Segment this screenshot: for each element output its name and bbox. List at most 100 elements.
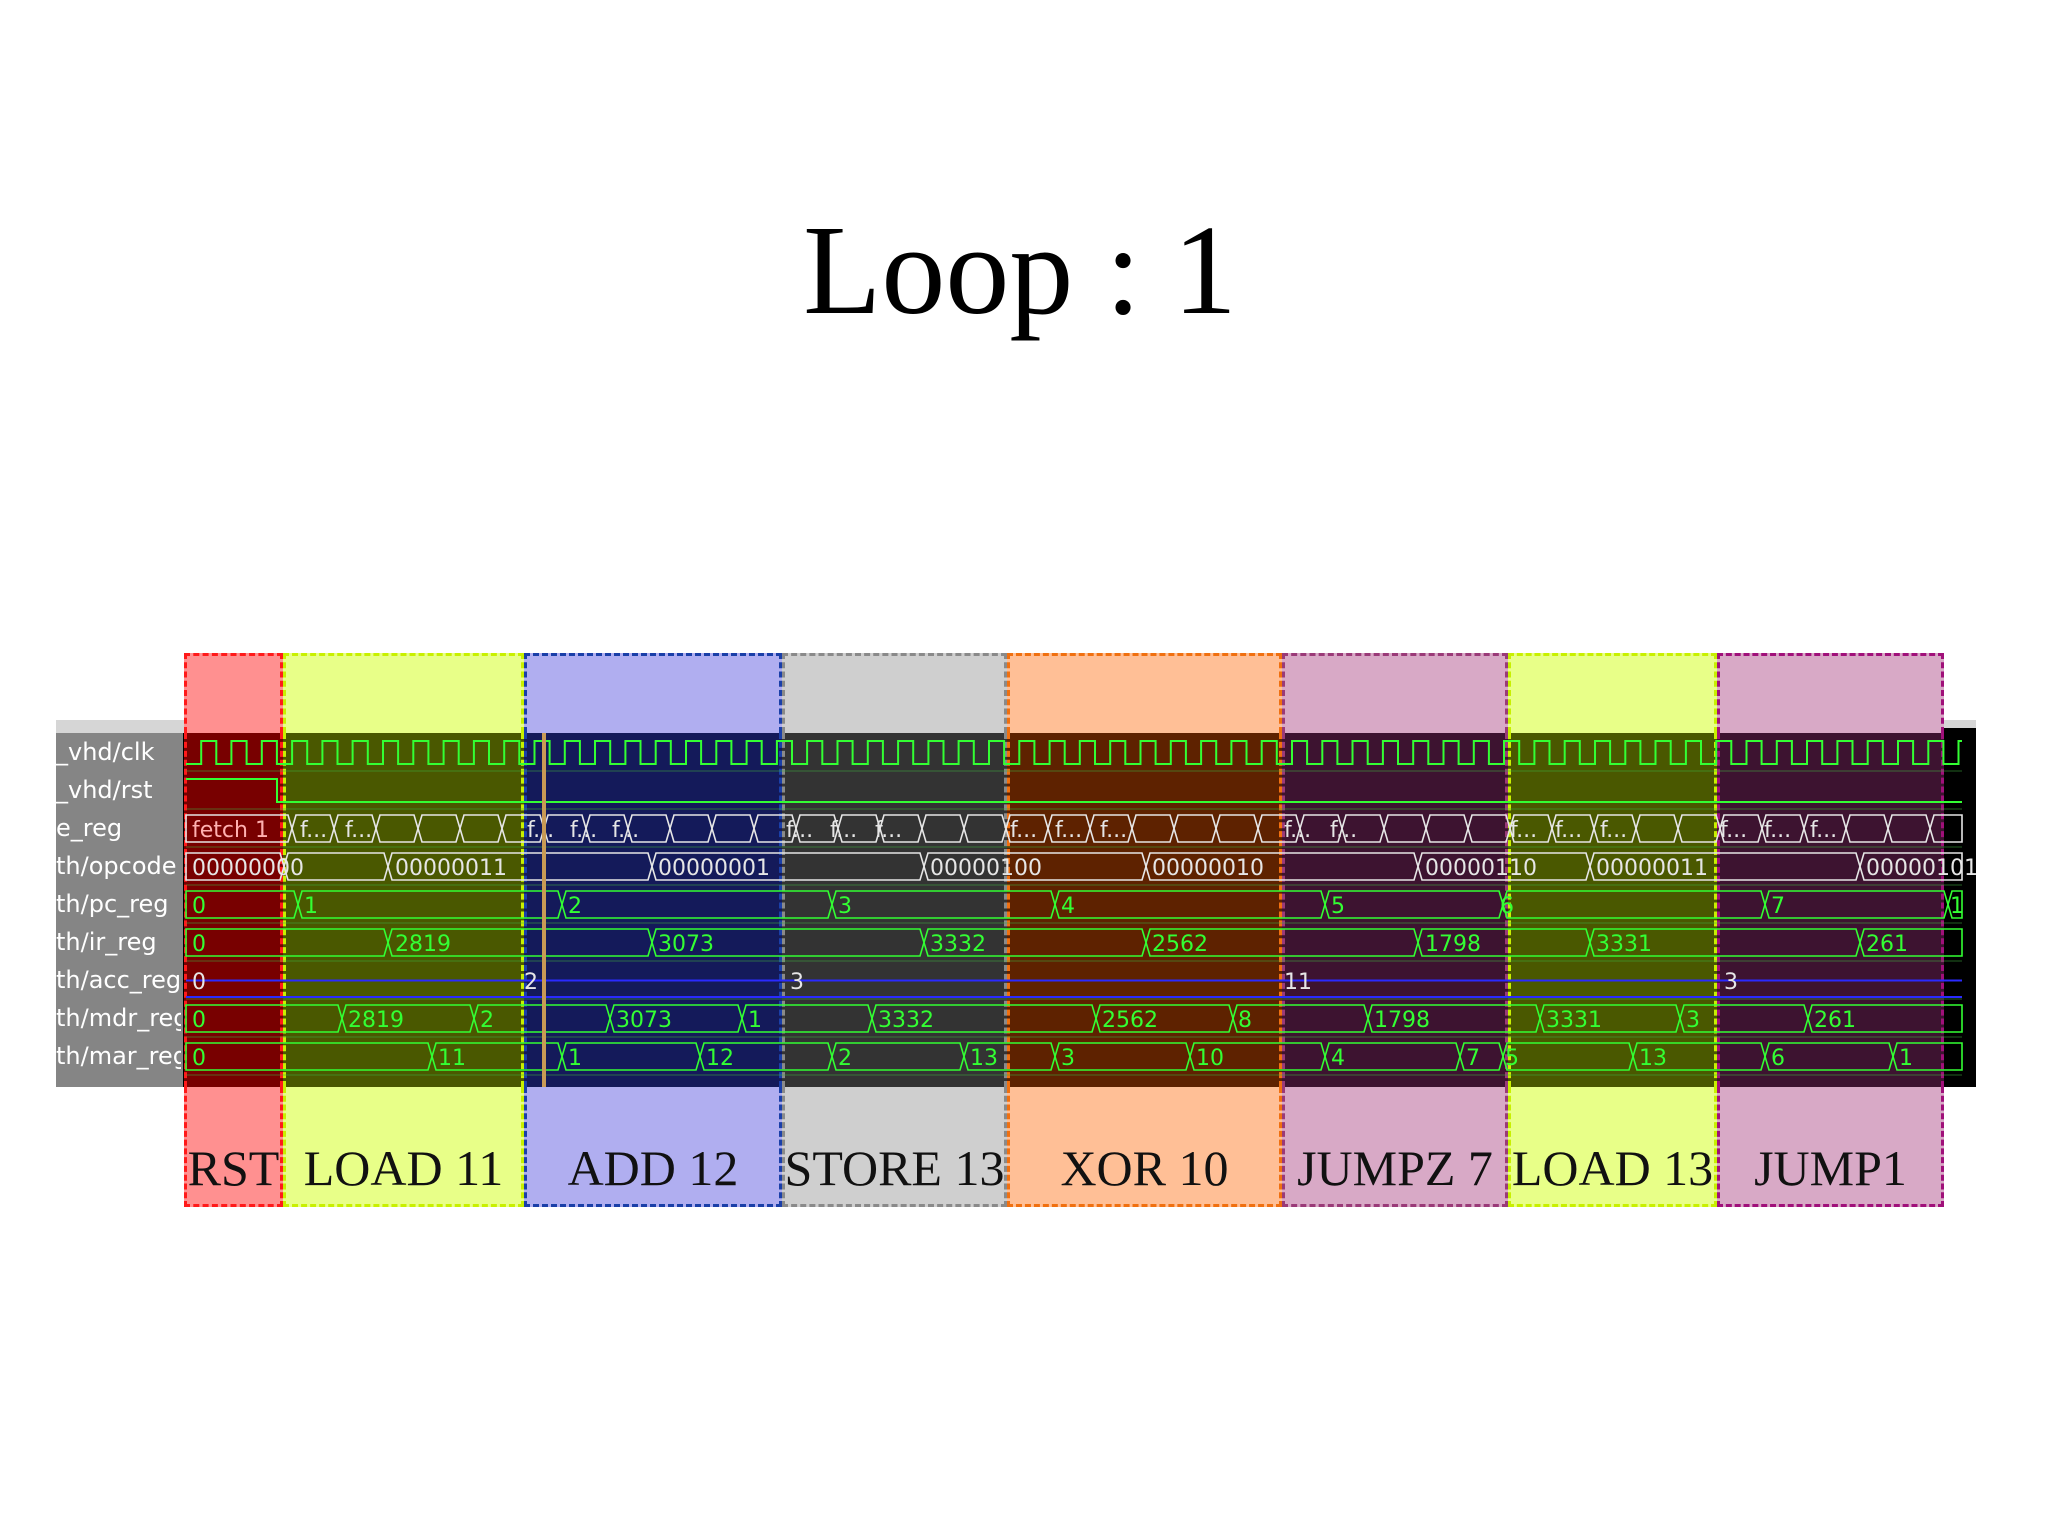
state-reg-segment: [1131, 814, 1175, 843]
mdr-value: 2: [480, 1008, 494, 1033]
column-footer-band: [1007, 1087, 1282, 1207]
state-reg-segment: [1677, 814, 1721, 843]
column-header-band: [1282, 653, 1508, 733]
opcode-value: 00000110: [1425, 856, 1537, 881]
state-value: f...: [1330, 818, 1357, 843]
column-wave-band: [1282, 733, 1508, 1087]
state-value: f...: [527, 818, 554, 843]
column-footer-band: [524, 1087, 782, 1207]
signal-label: th/acc_reg: [56, 966, 181, 994]
state-value: f...: [1100, 818, 1127, 843]
pc-bus-segment: [1764, 890, 1949, 919]
mar-value: 2: [838, 1046, 852, 1071]
mar-value: 7: [1466, 1046, 1480, 1071]
mar-value: 3: [1061, 1046, 1075, 1071]
mar-bus-segment: [185, 1042, 433, 1071]
column-footer-band: [283, 1087, 524, 1207]
state-reg-segment: [669, 814, 713, 843]
column-footer-band: [1717, 1087, 1944, 1207]
acc-value: 0: [192, 970, 206, 995]
mdr-value: 1: [748, 1008, 762, 1033]
slide-title: Loop : 1: [803, 199, 1237, 341]
state-value: f...: [1010, 818, 1037, 843]
mar-value: 1: [568, 1046, 582, 1071]
state-value: f...: [1284, 818, 1311, 843]
acc-value: 3: [790, 970, 804, 995]
instruction-label: JUMPZ 7: [1297, 1140, 1493, 1196]
ir-value: 261: [1866, 932, 1908, 957]
state-reg-segment: [417, 814, 461, 843]
state-reg-segment: [1929, 814, 1963, 843]
signal-label: th/opcode: [56, 852, 177, 880]
state-value: f...: [830, 818, 857, 843]
mdr-value: 3331: [1546, 1008, 1602, 1033]
ir-value: 3332: [930, 932, 986, 957]
pc-bus-segment: [561, 890, 833, 919]
state-reg-segment: [1425, 814, 1469, 843]
signal-label: th/ir_reg: [56, 928, 157, 956]
state-value: f...: [1764, 818, 1791, 843]
state-reg-segment: [1887, 814, 1931, 843]
state-value: f...: [875, 818, 902, 843]
mdr-bus-segment: [1807, 1004, 1963, 1033]
pc-bus-segment: [297, 890, 563, 919]
mdr-value: 3332: [878, 1008, 934, 1033]
state-value: f...: [345, 818, 372, 843]
state-reg-segment: [1467, 814, 1511, 843]
state-reg-segment: [1635, 814, 1679, 843]
signal-label: _vhd/rst: [56, 776, 153, 804]
mar-bus-segment: [1054, 1042, 1191, 1071]
ir-value: 3073: [658, 932, 714, 957]
mar-bus-segment: [1324, 1042, 1461, 1071]
instruction-label: LOAD 11: [303, 1140, 504, 1196]
signal-label-panel: [56, 733, 183, 1087]
state-value: f...: [570, 818, 597, 843]
pc-value: 5: [1331, 894, 1345, 919]
state-value: f...: [786, 818, 813, 843]
opcode-value: 00000001: [658, 856, 770, 881]
pc-value: 0: [192, 894, 206, 919]
instruction-label: STORE 13: [784, 1140, 1005, 1196]
instruction-label: XOR 10: [1060, 1140, 1229, 1196]
state-value: fetch 1: [192, 818, 269, 843]
opcode-value: 00000100: [930, 856, 1042, 881]
state-reg-segment: [921, 814, 965, 843]
pc-value: 1: [304, 894, 318, 919]
mdr-bus-segment: [185, 1004, 343, 1033]
ir-bus-segment: [185, 928, 389, 957]
opcode-value: 00000011: [1596, 856, 1708, 881]
acc-value: 3: [1724, 970, 1738, 995]
column-header-band: [283, 653, 524, 733]
state-value: f...: [612, 818, 639, 843]
state-reg-segment: [1383, 814, 1427, 843]
opcode-bus-segment: [1859, 852, 1963, 881]
column-header-band: [1007, 653, 1282, 733]
rst-trace: [186, 778, 1962, 803]
state-reg-segment: [1215, 814, 1259, 843]
clk-trace: [186, 740, 1962, 765]
state-value: f...: [1600, 818, 1627, 843]
mdr-value: 8: [1238, 1008, 1252, 1033]
instruction-label: RST: [187, 1140, 280, 1196]
mdr-value: 261: [1814, 1008, 1856, 1033]
mar-value: 0: [192, 1046, 206, 1071]
mdr-value: 1798: [1374, 1008, 1430, 1033]
pc-value: 6: [1500, 894, 1514, 919]
state-reg-segment: [1845, 814, 1889, 843]
opcode-value: 00000010: [1152, 856, 1264, 881]
signal-label: _vhd/clk: [56, 738, 155, 766]
signal-label: th/mar_reg: [56, 1042, 181, 1070]
pc-bus-segment: [1502, 890, 1766, 919]
mdr-bus-segment: [1232, 1004, 1369, 1033]
ir-value: 2562: [1152, 932, 1208, 957]
state-value: f...: [1720, 818, 1747, 843]
mar-value: 13: [1639, 1046, 1667, 1071]
pc-value: 1: [1950, 894, 1964, 919]
state-reg-segment: [963, 814, 1007, 843]
ir-value: 3331: [1596, 932, 1652, 957]
column-wave-band: [782, 733, 1007, 1087]
column-header-band: [1717, 653, 1944, 733]
column-header-band: [1508, 653, 1717, 733]
ir-value: 2819: [395, 932, 451, 957]
